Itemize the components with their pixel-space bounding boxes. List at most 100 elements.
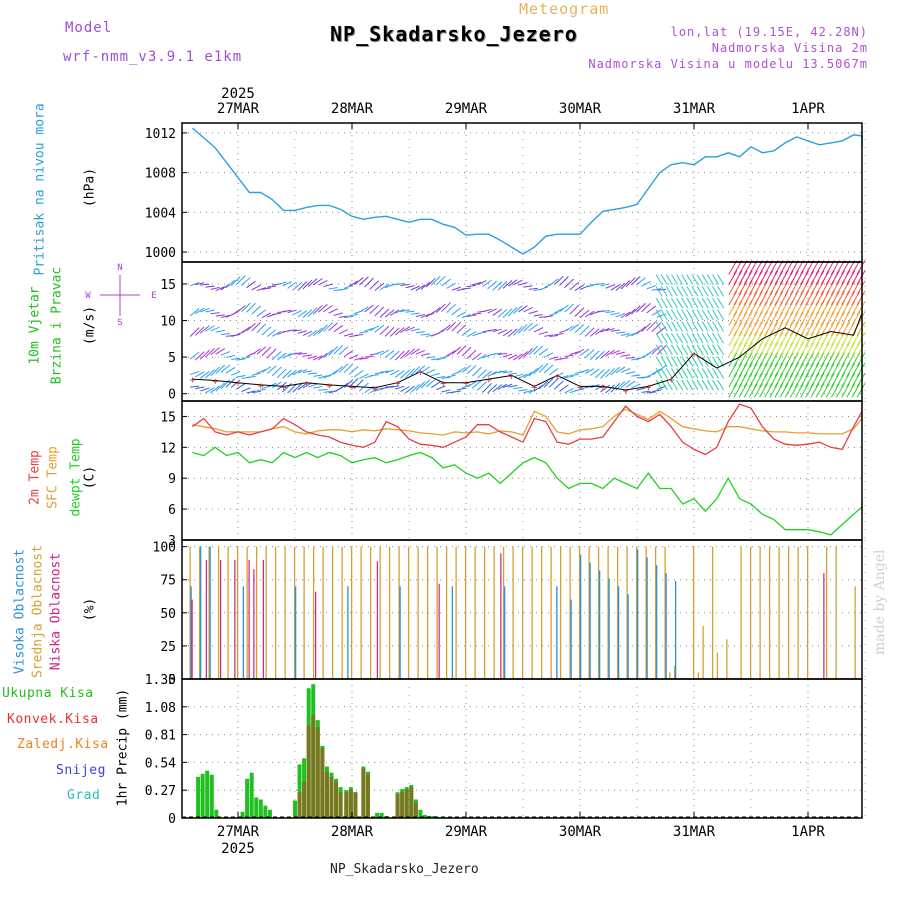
y-tick-label: 50 [160,607,176,622]
precip-conv-bar [361,768,366,818]
wind-barb [728,352,738,367]
precip-conv-bar [404,789,409,818]
wind-barb [789,270,799,285]
wind-barb [277,281,287,286]
wind-barb [830,383,840,398]
wind-barb [369,304,380,315]
wind-barb [686,344,694,356]
wind-barb [318,352,328,361]
wind-barb [784,372,794,388]
wind-barb [830,331,840,347]
wind-barb [231,357,241,360]
wind-barb [764,260,774,275]
wind-barb [420,281,431,290]
wind-barb [564,325,574,332]
wind-barb [795,260,804,275]
wind-barb [554,332,564,336]
wind-barb [717,309,725,321]
wind-barb [600,384,610,393]
wind-barb [533,345,544,355]
wind-barb [701,297,709,309]
precip-conv-bar [353,792,358,818]
wind-barb [482,370,492,379]
wind-barb [302,279,313,290]
wind-barb [671,274,678,285]
wind-gust-mark: + [463,379,469,390]
wind-barb [564,303,574,313]
wind-barb [415,365,426,374]
wind-barb [820,301,830,316]
compass-letter: N [117,263,122,273]
wind-barb [631,383,641,389]
wind-barb [764,372,774,388]
wind-barb [665,379,673,391]
model-label: Model [65,20,113,36]
wind-barb [369,325,379,332]
wind-barb [800,311,810,326]
wind-barb [605,284,615,289]
wind-barb [461,287,472,290]
wind-barb [415,284,426,292]
wind-barb [477,354,487,361]
wind-barb [559,375,569,379]
precip-total-bar [258,799,263,818]
wind-barb [830,260,840,275]
wind-barb [655,344,663,356]
wind-barb [691,297,699,309]
wind-barb [769,290,779,306]
wind-barb [691,344,699,356]
wind-barb [251,390,261,394]
wind-barb [477,381,487,391]
wind-barb [251,284,261,291]
wind-barb [548,278,559,286]
wind-barb [466,381,477,388]
wind-barb [610,284,621,291]
wind-barb [660,344,668,356]
wind-barb [420,352,431,357]
wind-barb [676,344,684,356]
wind-barb [789,342,799,357]
wind-barb [738,352,748,367]
wind-barb [795,311,804,326]
wind-barb [759,270,768,285]
wind-barb [271,381,282,389]
wind-barb [728,260,738,275]
wind-barb [318,280,328,286]
wind-barb [466,349,477,359]
wind-barb [518,373,528,379]
wind-barb [810,280,820,296]
precip-total-bar [422,814,427,818]
wind-barb [820,321,830,337]
y-tick-label: 75 [160,574,176,589]
wind-barb [743,280,753,296]
wind-barb [789,362,799,378]
wind-barb [820,270,830,285]
wind-barb [830,301,840,316]
wind-barb [220,379,231,390]
wind-barb [595,283,605,286]
wind-barb [559,276,569,286]
wind-barb [706,274,714,285]
wind-barb [671,297,678,309]
precip-total-bar [267,809,272,818]
wind-barb [410,348,420,356]
wind-barb [389,369,400,376]
wind-barb [856,270,866,285]
wind-barb [655,379,663,391]
wind-barb [343,284,354,289]
y-tick-label: 1.35 [145,673,176,688]
wind-barb [779,383,789,398]
wind-barb [701,321,709,332]
legend-ukupna-kisa: Ukupna Kisa [2,686,94,701]
wind-barb [538,380,549,390]
wind-barb [374,350,384,355]
wind-barb [471,366,482,377]
wind-barb [856,352,866,367]
wind-barb [400,309,410,313]
wind-barb [805,342,815,357]
wind-barb [302,309,313,319]
wind-barb [738,290,748,306]
wind-barb [615,331,625,334]
wind-barb [384,350,395,358]
wind-barb [600,310,610,313]
